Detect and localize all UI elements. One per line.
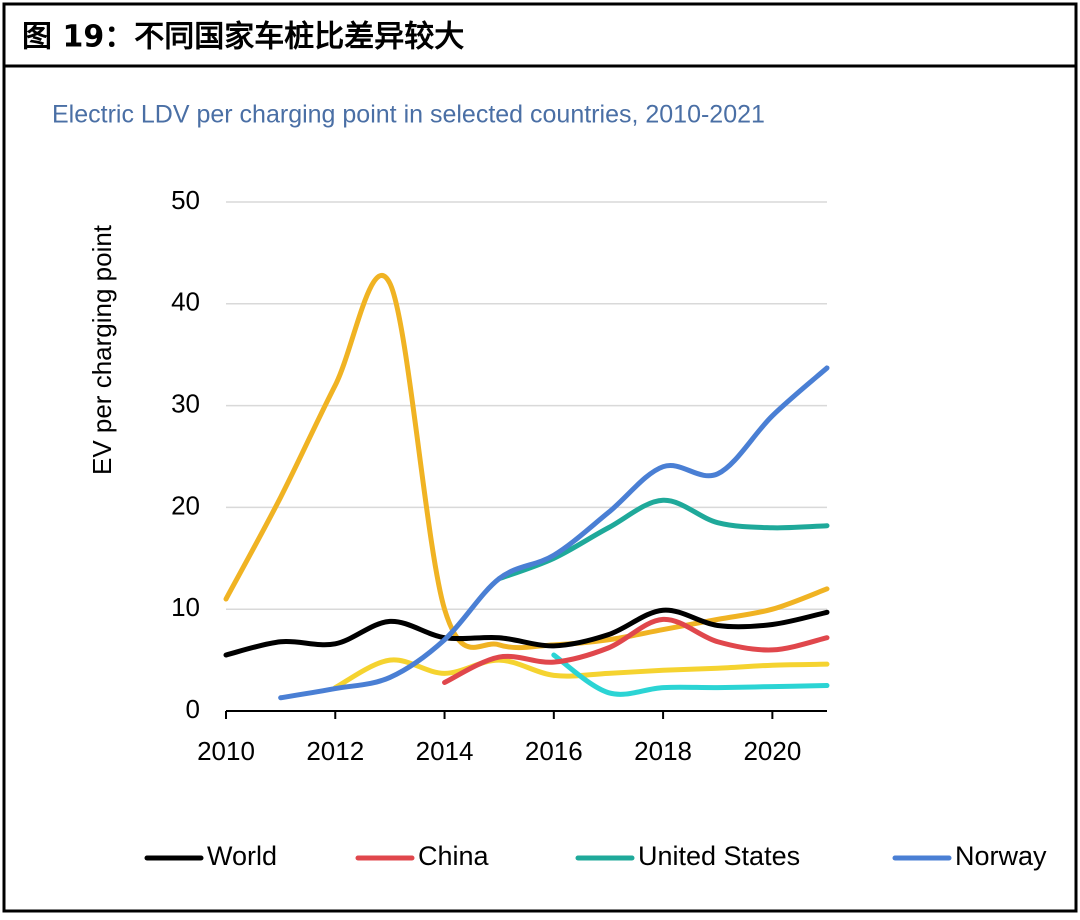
x-tick-label: 2010 <box>197 736 255 766</box>
y-tick-label: 30 <box>171 388 200 418</box>
y-tick-label: 50 <box>171 185 200 215</box>
line <box>496 497 830 582</box>
line <box>442 616 830 685</box>
x-tick-label: 2014 <box>416 736 474 766</box>
x-tick-label: 2016 <box>525 736 583 766</box>
y-axis-label: EV per charging point <box>87 224 117 475</box>
y-tick-label: 10 <box>171 592 200 622</box>
y-tick-label: 0 <box>186 694 200 724</box>
line <box>223 607 830 658</box>
y-tick-label: 20 <box>171 490 200 520</box>
legend-label: Norway <box>955 841 1047 871</box>
x-tick-label: 2018 <box>634 736 692 766</box>
legend-label: World <box>207 841 277 871</box>
legend-label: United States <box>638 841 800 871</box>
chart-title: 图 19：不同国家车桩比差异较大 <box>22 20 464 55</box>
x-tick-label: 2012 <box>306 736 364 766</box>
y-tick-label: 40 <box>171 287 200 317</box>
x-tick-label: 2020 <box>743 736 801 766</box>
line <box>551 652 830 697</box>
legend-label: China <box>418 841 490 871</box>
chart-subtitle: Electric LDV per charging point in selec… <box>52 101 765 129</box>
line <box>278 365 830 701</box>
